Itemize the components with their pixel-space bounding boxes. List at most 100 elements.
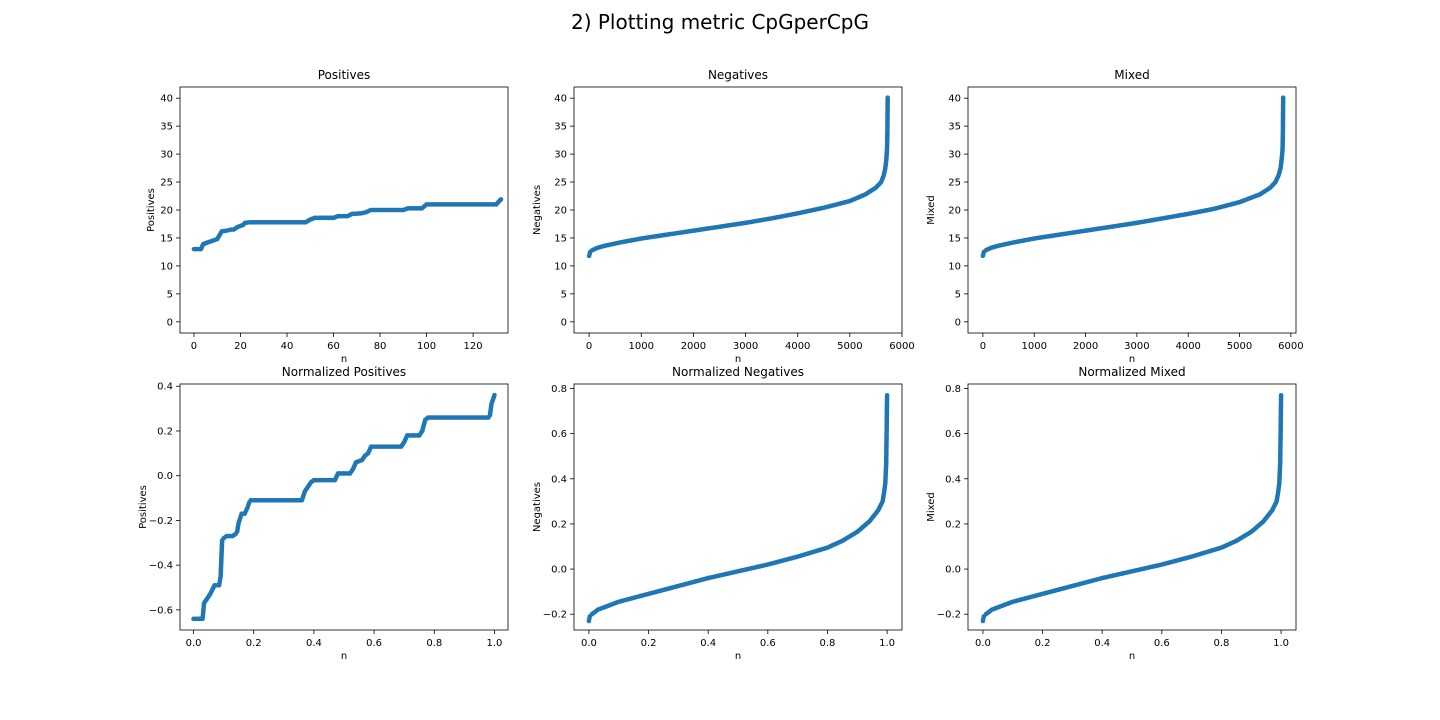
plot-frame	[179, 383, 509, 631]
data-point	[1280, 95, 1286, 100]
y-tick-label: 0.4	[551, 474, 567, 485]
x-axis-label: n	[341, 651, 347, 662]
x-tick-label: 0.2	[1035, 638, 1051, 649]
x-tick-label: 0.2	[246, 638, 262, 649]
y-tick-label: 10	[948, 261, 961, 272]
y-tick-label: 0.4	[157, 382, 173, 393]
x-axis-label: n	[735, 354, 741, 365]
chart-title: Normalized Positives	[282, 365, 406, 379]
y-tick-label: 20	[554, 206, 567, 217]
y-tick-label: 0.0	[157, 471, 173, 482]
x-tick-label: 1.0	[487, 638, 503, 649]
x-tick-label: 0.2	[641, 638, 657, 649]
y-tick-label: 0	[955, 317, 961, 328]
y-tick-label: 25	[160, 178, 173, 189]
x-tick-label: 4000	[785, 341, 810, 352]
y-tick-label: 0.6	[551, 429, 567, 440]
y-tick-label: 35	[160, 122, 173, 133]
x-tick-label: 0.4	[306, 638, 322, 649]
x-tick-label: 6000	[889, 341, 914, 352]
y-tick-label: 40	[554, 94, 567, 105]
y-tick-label: 15	[160, 233, 173, 244]
y-tick-label: 40	[948, 94, 961, 105]
chart-title: Positives	[318, 68, 371, 82]
x-tick-label: 0.8	[426, 638, 442, 649]
y-tick-label: 0.4	[945, 474, 961, 485]
y-axis-label: Negatives	[532, 482, 543, 532]
x-tick-label: 1000	[629, 341, 654, 352]
y-tick-label: 20	[160, 206, 173, 217]
chart-normalized-mixed: Normalized Mixed 0.0 0.2 0.4 0.6 0.8 1.0 −0.2 0.…	[926, 365, 1297, 662]
chart-title: Normalized Mixed	[1078, 365, 1185, 379]
plot-frame	[967, 86, 1297, 334]
x-tick-label: 40	[281, 341, 294, 352]
chart-negatives: Negatives 0 1000 2000 3000 4000 5000 6000 0 5 10 15…	[532, 68, 915, 365]
x-tick-label: 0.8	[820, 638, 836, 649]
y-tick-label: 15	[948, 233, 961, 244]
y-tick-label: 25	[948, 178, 961, 189]
data-point	[885, 95, 890, 100]
x-tick-label: 6000	[1278, 341, 1303, 352]
x-tick-label: 0.0	[975, 638, 991, 649]
y-tick-label: 35	[554, 122, 567, 133]
y-tick-label: −0.2	[937, 610, 961, 621]
y-tick-label: −0.2	[543, 610, 567, 621]
x-tick-label: 0	[586, 341, 592, 352]
y-axis-label: Negatives	[532, 185, 543, 235]
x-tick-label: 1000	[1021, 341, 1046, 352]
chart-title: Negatives	[708, 68, 768, 82]
y-tick-label: 5	[561, 289, 567, 300]
chart-title: Normalized Negatives	[672, 365, 804, 379]
x-axis-label: n	[1129, 354, 1135, 365]
plot-frame	[179, 86, 509, 334]
y-tick-label: 0.2	[945, 519, 961, 530]
x-axis-label: n	[735, 651, 741, 662]
x-tick-label: 4000	[1175, 341, 1200, 352]
x-tick-label: 0.4	[1094, 638, 1110, 649]
x-tick-label: 0.8	[1214, 638, 1230, 649]
x-tick-label: 0.4	[700, 638, 716, 649]
y-tick-label: 5	[955, 289, 961, 300]
y-tick-label: 0.6	[945, 429, 961, 440]
x-tick-label: 3000	[733, 341, 758, 352]
x-axis-label: n	[341, 354, 347, 365]
y-tick-label: 0	[561, 317, 567, 328]
x-tick-label: 0	[191, 341, 197, 352]
y-tick-label: 40	[160, 94, 173, 105]
x-tick-label: 20	[234, 341, 247, 352]
chart-mixed: Mixed 0 1000 2000 3000 4000 5000 6000 0 5 10 15 20 25…	[926, 68, 1304, 365]
y-tick-label: 0.2	[157, 426, 173, 437]
x-tick-label: 1.0	[1273, 638, 1289, 649]
data-point	[498, 197, 504, 202]
y-tick-label: 25	[554, 178, 567, 189]
y-tick-label: 30	[160, 150, 173, 161]
chart-title: Mixed	[1114, 68, 1149, 82]
y-tick-label: 0.8	[945, 384, 961, 395]
x-tick-label: 120	[464, 341, 483, 352]
x-tick-label: 60	[327, 341, 340, 352]
y-tick-label: −0.2	[149, 516, 173, 527]
figure-title: 2) Plotting metric CpGperCpG	[570, 10, 869, 34]
y-tick-label: 0	[167, 317, 173, 328]
y-axis-label: Positives	[138, 485, 149, 529]
x-tick-label: 80	[374, 341, 387, 352]
x-tick-label: 3000	[1124, 341, 1149, 352]
y-tick-label: 15	[554, 233, 567, 244]
y-axis-label: Positives	[146, 188, 157, 232]
data-point	[492, 392, 497, 398]
y-tick-label: 5	[167, 289, 173, 300]
y-tick-label: −0.4	[149, 561, 173, 572]
y-tick-label: 0.0	[551, 565, 567, 576]
x-tick-label: 1.0	[879, 638, 895, 649]
plot-frame	[573, 383, 903, 631]
data-point	[1278, 392, 1284, 398]
x-tick-label: 100	[417, 341, 436, 352]
x-tick-label: 5000	[837, 341, 862, 352]
x-tick-label: 0.0	[581, 638, 597, 649]
plot-frame	[573, 86, 903, 334]
y-tick-label: 0.2	[551, 519, 567, 530]
y-tick-label: 10	[160, 261, 173, 272]
y-tick-label: −0.6	[149, 605, 173, 616]
y-tick-label: 10	[554, 261, 567, 272]
chart-normalized-negatives: Normalized Negatives 0.0 0.2 0.4 0.6 0.8 1.0 −0…	[532, 365, 903, 662]
